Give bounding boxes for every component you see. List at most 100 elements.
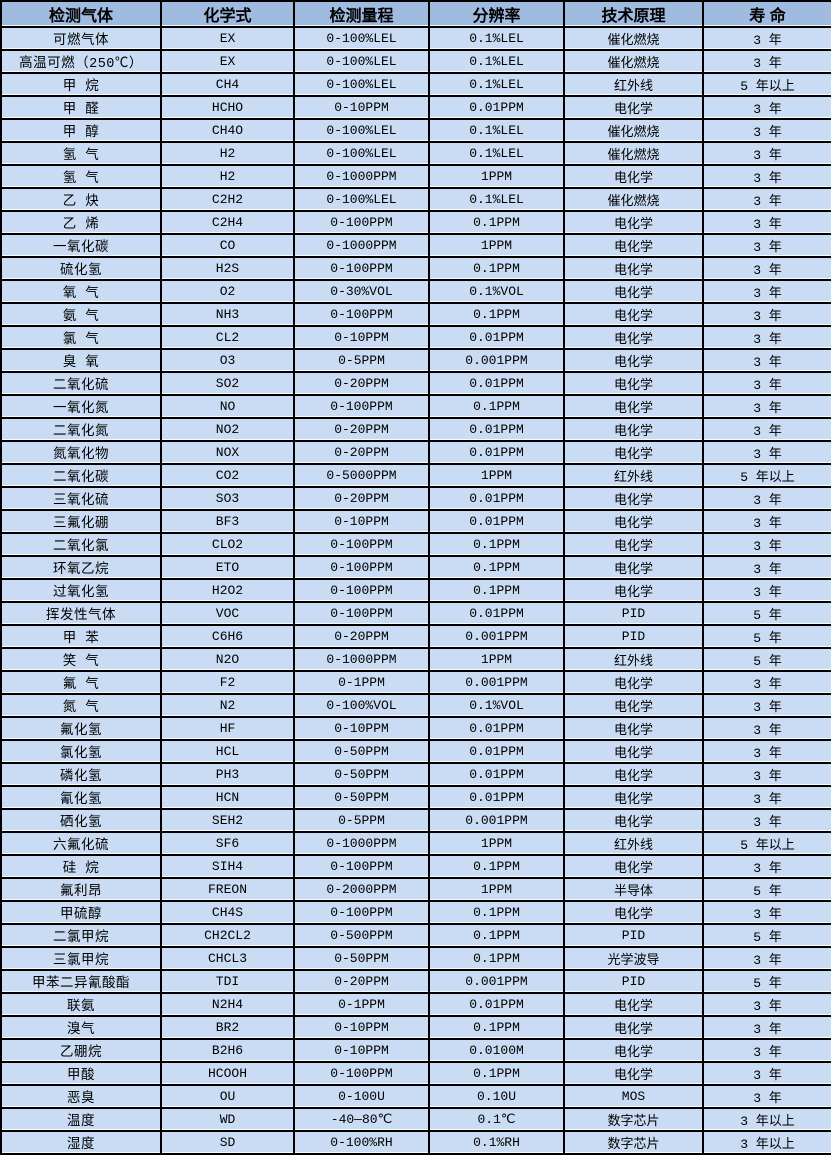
cell-principle: 催化燃烧	[563, 49, 704, 74]
cell-formula: B2H6	[160, 1038, 295, 1063]
cell-gas-name: 挥发性气体	[0, 601, 162, 626]
cell-range: 0-100PPM	[293, 1061, 430, 1086]
cell-lifespan: 3 年	[702, 716, 831, 741]
table-row: 臭 氧 O3 0-5PPM 0.001PPM 电化学 3 年	[0, 348, 831, 373]
cell-gas-name: 甲 醛	[0, 95, 162, 120]
cell-gas-name: 氢 气	[0, 141, 162, 166]
table-row: 联氨 N2H4 0-1PPM 0.01PPM 电化学 3 年	[0, 992, 831, 1017]
cell-range: 0-500PPM	[293, 923, 430, 948]
cell-gas-name: 六氟化硫	[0, 831, 162, 856]
cell-formula: EX	[160, 49, 295, 74]
cell-resolution: 0.1℃	[428, 1107, 565, 1132]
column-header-formula: 化学式	[160, 0, 295, 28]
cell-resolution: 1PPM	[428, 233, 565, 258]
cell-lifespan: 5 年	[702, 647, 831, 672]
cell-lifespan: 3 年	[702, 302, 831, 327]
cell-formula: SF6	[160, 831, 295, 856]
cell-range: 0-100PPM	[293, 601, 430, 626]
cell-formula: N2H4	[160, 992, 295, 1017]
cell-lifespan: 3 年	[702, 946, 831, 971]
table-row: 可燃气体 EX 0-100%LEL 0.1%LEL 催化燃烧 3 年	[0, 26, 831, 51]
table-row: 三氯甲烷 CHCL3 0-50PPM 0.1PPM 光学波导 3 年	[0, 946, 831, 971]
cell-range: 0-100PPM	[293, 302, 430, 327]
cell-gas-name: 甲 醇	[0, 118, 162, 143]
cell-resolution: 1PPM	[428, 463, 565, 488]
cell-range: 0-20PPM	[293, 371, 430, 396]
cell-gas-name: 三氟化硼	[0, 509, 162, 534]
cell-resolution: 0.1%LEL	[428, 141, 565, 166]
cell-principle: 催化燃烧	[563, 118, 704, 143]
cell-lifespan: 5 年	[702, 877, 831, 902]
cell-range: 0-30%VOL	[293, 279, 430, 304]
cell-principle: PID	[563, 601, 704, 626]
cell-gas-name: 甲 烷	[0, 72, 162, 97]
table-body: 可燃气体 EX 0-100%LEL 0.1%LEL 催化燃烧 3 年高温可燃（250℃） E…	[0, 26, 831, 1155]
cell-lifespan: 5 年	[702, 601, 831, 626]
cell-principle: 电化学	[563, 739, 704, 764]
table-row: 笑 气 N2O 0-1000PPM 1PPM 红外线 5 年	[0, 647, 831, 672]
cell-formula: HCL	[160, 739, 295, 764]
cell-lifespan: 3 年以上	[702, 1130, 831, 1155]
cell-formula: C2H4	[160, 210, 295, 235]
cell-gas-name: 氟化氢	[0, 716, 162, 741]
cell-lifespan: 3 年	[702, 555, 831, 580]
cell-principle: 催化燃烧	[563, 26, 704, 51]
column-header-principle: 技术原理	[563, 0, 704, 28]
cell-gas-name: 过氧化氢	[0, 578, 162, 603]
cell-gas-name: 可燃气体	[0, 26, 162, 51]
cell-formula: F2	[160, 670, 295, 695]
cell-resolution: 0.1PPM	[428, 532, 565, 557]
cell-principle: 红外线	[563, 831, 704, 856]
cell-lifespan: 3 年	[702, 532, 831, 557]
cell-principle: 红外线	[563, 72, 704, 97]
cell-range: 0-20PPM	[293, 969, 430, 994]
table-row: 一氧化碳 CO 0-1000PPM 1PPM 电化学 3 年	[0, 233, 831, 258]
cell-resolution: 0.1%VOL	[428, 279, 565, 304]
cell-resolution: 1PPM	[428, 877, 565, 902]
cell-principle: 电化学	[563, 1015, 704, 1040]
cell-gas-name: 一氧化碳	[0, 233, 162, 258]
table-row: 挥发性气体 VOC 0-100PPM 0.01PPM PID 5 年	[0, 601, 831, 626]
cell-range: 0-20PPM	[293, 417, 430, 442]
cell-principle: 催化燃烧	[563, 187, 704, 212]
table-row: 环氧乙烷 ETO 0-100PPM 0.1PPM 电化学 3 年	[0, 555, 831, 580]
table-row: 氟化氢 HF 0-10PPM 0.01PPM 电化学 3 年	[0, 716, 831, 741]
table-row: 二氧化氯 CLO2 0-100PPM 0.1PPM 电化学 3 年	[0, 532, 831, 557]
cell-gas-name: 氰化氢	[0, 785, 162, 810]
cell-range: 0-1PPM	[293, 670, 430, 695]
cell-lifespan: 3 年	[702, 992, 831, 1017]
cell-formula: ETO	[160, 555, 295, 580]
cell-range: 0-100PPM	[293, 394, 430, 419]
cell-resolution: 1PPM	[428, 164, 565, 189]
table-row: 溴气 BR2 0-10PPM 0.1PPM 电化学 3 年	[0, 1015, 831, 1040]
cell-resolution: 0.1%LEL	[428, 49, 565, 74]
cell-principle: 电化学	[563, 1038, 704, 1063]
cell-resolution: 0.001PPM	[428, 808, 565, 833]
cell-formula: NH3	[160, 302, 295, 327]
cell-gas-name: 氟利昂	[0, 877, 162, 902]
cell-principle: 电化学	[563, 371, 704, 396]
cell-formula: OU	[160, 1084, 295, 1109]
cell-formula: CLO2	[160, 532, 295, 557]
cell-lifespan: 3 年	[702, 670, 831, 695]
cell-lifespan: 5 年	[702, 923, 831, 948]
cell-principle: 数字芯片	[563, 1130, 704, 1155]
cell-gas-name: 硒化氢	[0, 808, 162, 833]
cell-gas-name: 二氧化硫	[0, 371, 162, 396]
cell-gas-name: 二氧化碳	[0, 463, 162, 488]
cell-formula: SO3	[160, 486, 295, 511]
header-row: 检测气体 化学式 检测量程 分辨率 技术原理寿 命	[0, 0, 831, 28]
cell-formula: H2	[160, 164, 295, 189]
table-row: 三氧化硫 SO3 0-20PPM 0.01PPM 电化学 3 年	[0, 486, 831, 511]
cell-gas-name: 磷化氢	[0, 762, 162, 787]
cell-lifespan: 5 年以上	[702, 463, 831, 488]
cell-gas-name: 氮 气	[0, 693, 162, 718]
cell-lifespan: 3 年	[702, 486, 831, 511]
cell-lifespan: 3 年	[702, 578, 831, 603]
column-header-lifespan: 寿 命	[702, 0, 831, 28]
cell-lifespan: 3 年	[702, 187, 831, 212]
cell-range: 0-2000PPM	[293, 877, 430, 902]
column-header-gas-name: 检测气体	[0, 0, 162, 28]
cell-range: 0-100%LEL	[293, 49, 430, 74]
cell-principle: 电化学	[563, 164, 704, 189]
